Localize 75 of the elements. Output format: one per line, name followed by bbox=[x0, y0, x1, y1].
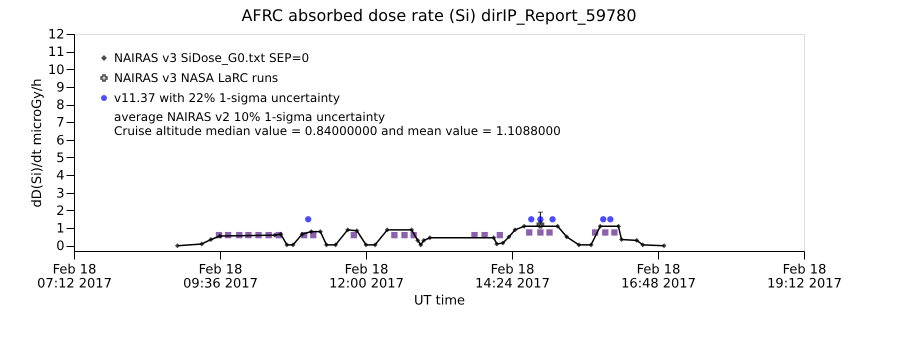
annotation: Cruise altitude median value = 0.84000000 and mean value = 1.1088000 bbox=[114, 124, 561, 138]
point bbox=[528, 216, 534, 222]
x-tick-label: Feb 18 12:00 2017 bbox=[329, 262, 404, 292]
y-tick-label: 2 bbox=[56, 204, 64, 219]
y-tick-label: 5 bbox=[56, 150, 64, 166]
x-tick-label: Feb 18 09:36 2017 bbox=[183, 262, 258, 292]
y-tick-label: 1 bbox=[56, 222, 64, 237]
x-tick-label: Feb 18 19:12 2017 bbox=[767, 262, 842, 292]
x-axis-title: UT time bbox=[414, 294, 465, 308]
point bbox=[391, 232, 398, 238]
point bbox=[600, 216, 606, 222]
point bbox=[536, 220, 544, 228]
point bbox=[174, 243, 180, 248]
x-tick-label: Feb 18 14:24 2017 bbox=[475, 262, 550, 292]
point bbox=[634, 238, 640, 243]
point bbox=[372, 242, 378, 248]
point bbox=[364, 242, 368, 248]
point bbox=[602, 229, 608, 236]
point bbox=[318, 229, 323, 234]
point bbox=[305, 216, 312, 222]
point bbox=[512, 227, 518, 232]
legend-label: NAIRAS v3 SiDose_G0.txt SEP=0 bbox=[114, 51, 310, 65]
point bbox=[537, 229, 544, 236]
legend-label: v11.37 with 22% 1-sigma uncertainty bbox=[114, 91, 340, 105]
point bbox=[496, 232, 503, 238]
point bbox=[607, 216, 614, 222]
point bbox=[494, 241, 500, 246]
y-tick-label: 7 bbox=[56, 116, 64, 131]
point bbox=[588, 242, 594, 248]
point bbox=[537, 216, 544, 222]
y-tick-label: 12 bbox=[48, 28, 64, 42]
x-tick-label: Feb 18 16:48 2017 bbox=[621, 262, 696, 292]
y-tick-label: 9 bbox=[56, 80, 64, 96]
point bbox=[500, 240, 506, 246]
point bbox=[640, 242, 646, 248]
annotation: average NAIRAS v2 10% 1-sigma uncertainty bbox=[114, 110, 386, 124]
point bbox=[208, 237, 214, 242]
y-tick-label: 8 bbox=[56, 98, 64, 114]
point bbox=[333, 242, 338, 248]
point bbox=[384, 227, 390, 232]
legend-label: NAIRAS v3 NASA LaRC runs bbox=[114, 71, 278, 85]
point bbox=[401, 232, 408, 238]
point bbox=[611, 229, 618, 236]
point bbox=[619, 237, 624, 242]
chart-title: AFRC absorbed dose rate (Si) dirIP_Report_59780 bbox=[241, 6, 637, 25]
point bbox=[564, 234, 570, 240]
point bbox=[272, 232, 278, 238]
point bbox=[662, 243, 667, 248]
y-axis-title: dD(Si)/dt microGy/h bbox=[30, 78, 45, 208]
point bbox=[506, 234, 512, 240]
point bbox=[278, 232, 284, 237]
point bbox=[290, 242, 296, 248]
y-tick-label: 4 bbox=[56, 168, 64, 184]
y-tick-label: 10 bbox=[48, 62, 64, 78]
y-tick-label: 3 bbox=[56, 186, 64, 202]
point bbox=[415, 238, 420, 243]
point bbox=[300, 232, 305, 237]
point bbox=[421, 238, 426, 243]
point bbox=[324, 242, 329, 248]
point bbox=[576, 242, 582, 248]
point bbox=[350, 232, 357, 238]
point bbox=[284, 242, 290, 248]
point bbox=[199, 241, 204, 246]
point bbox=[546, 229, 553, 236]
point bbox=[354, 228, 360, 234]
point bbox=[345, 227, 350, 232]
point bbox=[526, 229, 532, 236]
y-tick-label: 0 bbox=[56, 239, 64, 254]
point bbox=[418, 242, 424, 248]
y-tick-label: 6 bbox=[56, 133, 64, 148]
y-tick-label: 11 bbox=[48, 45, 64, 60]
point bbox=[549, 216, 556, 222]
x-tick-label: Feb 18 07:12 2017 bbox=[37, 262, 112, 292]
point bbox=[308, 229, 314, 234]
point bbox=[409, 227, 414, 232]
